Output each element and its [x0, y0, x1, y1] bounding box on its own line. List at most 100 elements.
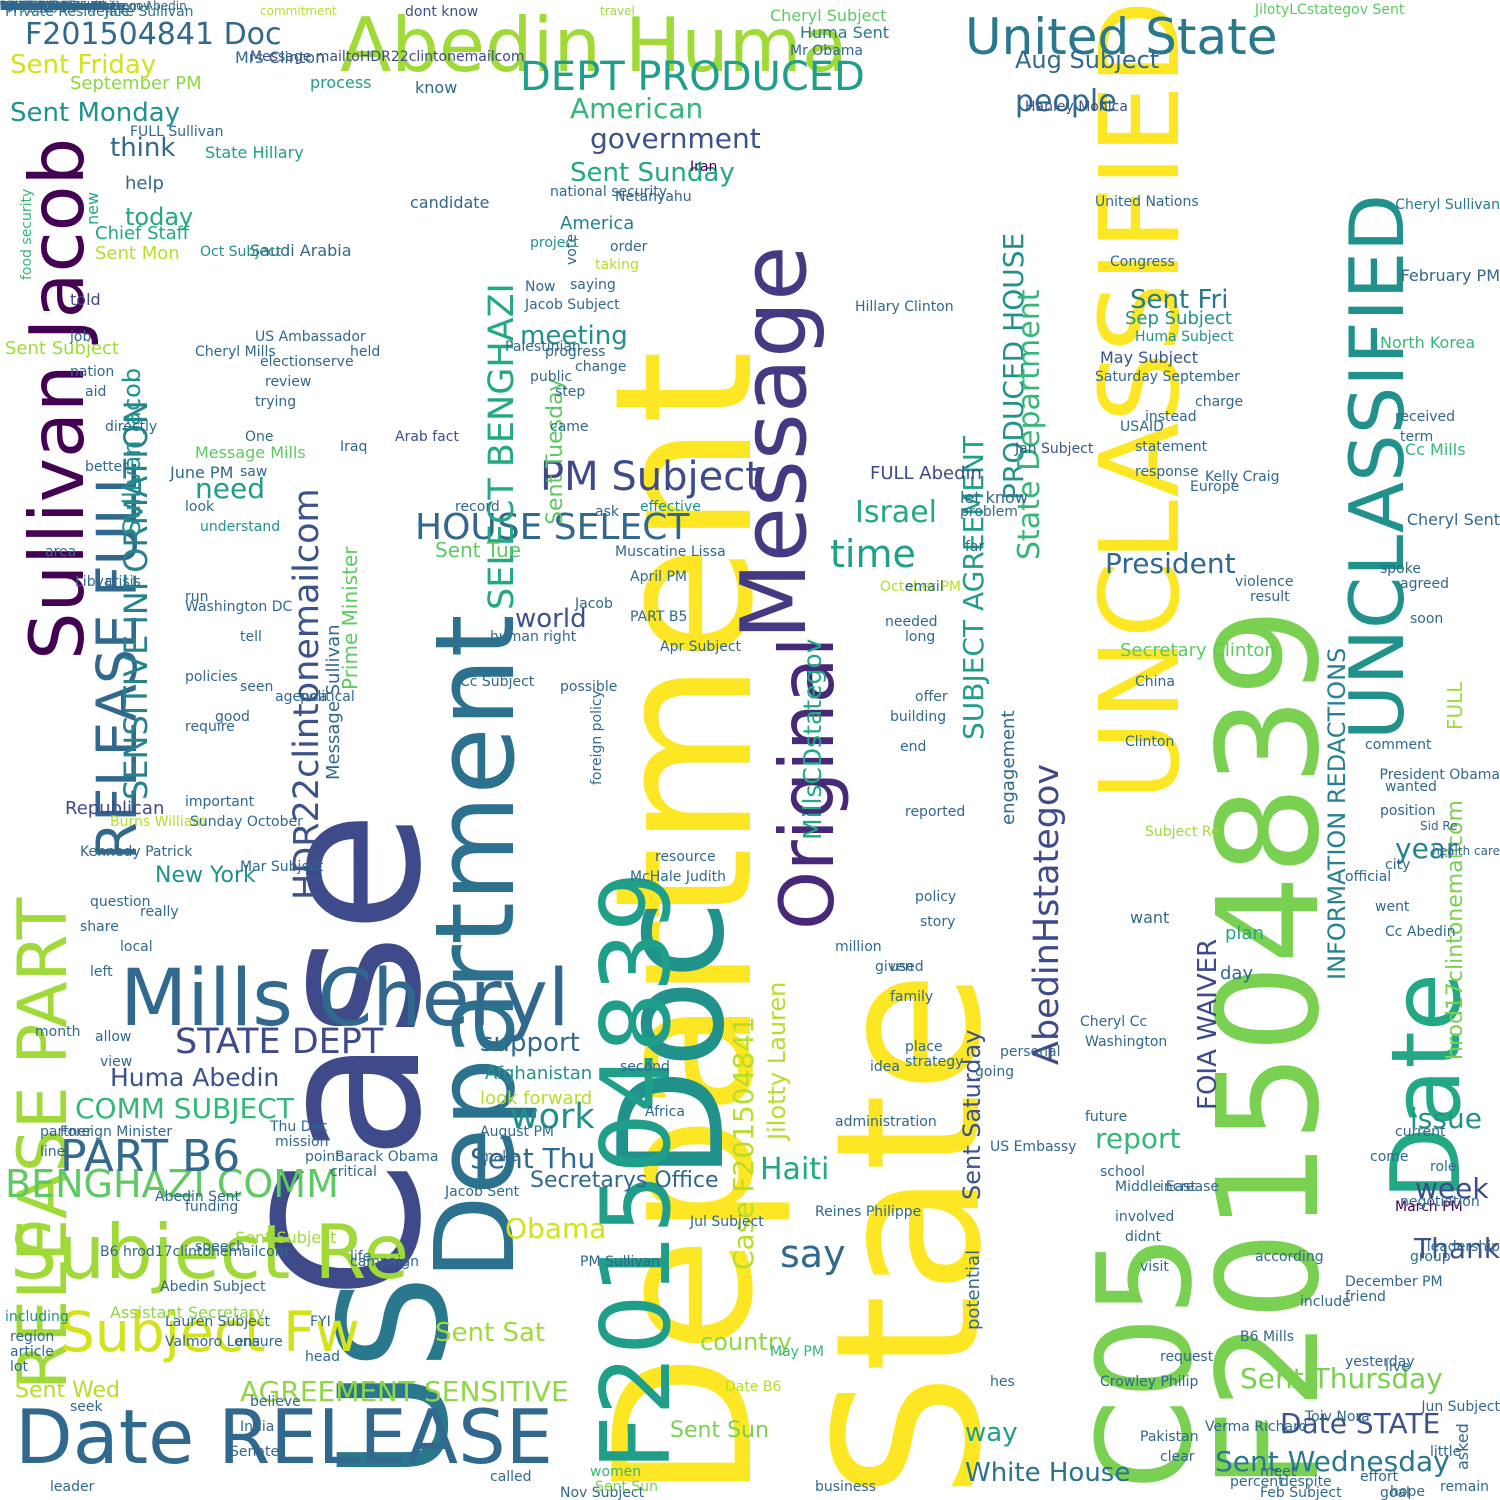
cloud-word-united-state: United State: [965, 8, 1278, 66]
cloud-word-candidate: candidate: [410, 193, 490, 212]
cloud-word-local: local: [120, 939, 153, 955]
cloud-word-focus: focus: [0, 0, 33, 13]
cloud-word-george-bush: George Bush: [0, 0, 78, 13]
cloud-word-china: China: [1135, 674, 1175, 690]
cloud-word-b6-unclassified: B6 UNCLASSIFIED: [0, 0, 108, 13]
cloud-word-thu-dec: Thu Dec: [270, 1119, 328, 1135]
cloud-word-iraq: Iraq: [340, 439, 368, 455]
cloud-word-cheryl-mills: Cheryl Mills: [195, 344, 276, 360]
cloud-word-wednesday-august: Wednesday August: [0, 0, 116, 13]
cloud-word-information-redactions: INFORMATION REDACTIONS: [1323, 647, 1351, 980]
cloud-word-given: given: [875, 959, 914, 975]
cloud-word-school: school: [1100, 1164, 1145, 1180]
cloud-word-group: group: [1410, 1249, 1451, 1265]
cloud-word-slaughter-annemarie: Slaughter AnneMarie: [0, 0, 127, 13]
cloud-word-come: come: [1370, 1149, 1409, 1165]
cloud-word-valmoro-lona: Valmoro Lona: [165, 1334, 261, 1350]
cloud-word-require: require: [185, 719, 235, 735]
cloud-word-serve: serve: [315, 354, 354, 370]
cloud-word-better: better: [85, 459, 128, 475]
cloud-word-instead: instead: [1145, 409, 1197, 425]
cloud-word-work: work: [510, 1097, 595, 1137]
cloud-word-verma-richard: Verma Richard: [1205, 1419, 1308, 1435]
cloud-word-subject-fw: Subject Fw: [60, 1300, 360, 1364]
cloud-word-statement: statement: [1135, 439, 1208, 455]
cloud-word-mar-subject: Mar Subject: [240, 859, 324, 875]
cloud-word-video: video: [0, 0, 33, 13]
cloud-word-crowley-philip: Crowley Philip: [1100, 1374, 1199, 1390]
cloud-word-told: told: [70, 290, 101, 309]
cloud-word-ensure: ensure: [235, 1334, 283, 1350]
cloud-word-sent-sat: Sent Sat: [0, 0, 51, 13]
cloud-word-thank: Thank: [1414, 1232, 1500, 1265]
cloud-word-head: head: [305, 1349, 340, 1365]
cloud-word-visit: visit: [1140, 1259, 1169, 1275]
cloud-word-pm-sullivanjjstategov: PM sullivanjjstategov: [0, 0, 127, 13]
cloud-word-northern-ireland: Northern Ireland: [0, 0, 99, 13]
cloud-word-project: project: [530, 235, 579, 251]
cloud-word-agenda: agenda: [275, 689, 328, 705]
cloud-word-sent-wed: Sent Wed: [15, 1378, 121, 1403]
cloud-word-nov-subject: Nov Subject: [560, 1485, 645, 1500]
cloud-word-jun-subject: Jun Subject: [1421, 1399, 1500, 1415]
cloud-word-one: One: [245, 429, 274, 445]
cloud-word-huma-subject: Huma Subject: [1135, 329, 1234, 345]
cloud-word-city: city: [1385, 857, 1411, 873]
cloud-word-second: second: [620, 1059, 670, 1075]
cloud-word-new: new: [83, 191, 102, 225]
cloud-word-white-house: White House: [965, 1458, 1131, 1488]
cloud-word-message: Message: [722, 245, 827, 640]
cloud-word-may-pm: May PM: [770, 1344, 824, 1360]
cloud-word-aid: aid: [85, 384, 107, 400]
cloud-word-needed: needed: [885, 614, 938, 630]
cloud-word-official: official: [1345, 869, 1392, 885]
cloud-word-government: government: [590, 122, 761, 155]
cloud-word-date-release: Date RELEASE: [15, 1393, 554, 1481]
cloud-word-foreign-minister: Foreign Minister: [60, 1124, 173, 1140]
cloud-word-14b-14d: 14B 14D: [0, 0, 52, 13]
cloud-word-april-pm: April PM: [630, 569, 687, 585]
cloud-word-abedinhstategov: AbedinHstategov: [1027, 763, 1067, 1065]
cloud-word-understand: understand: [200, 519, 281, 535]
cloud-word-process: process: [310, 73, 372, 92]
cloud-word-human-right: human right: [490, 629, 577, 645]
cloud-word-place: place: [905, 1039, 943, 1055]
cloud-word-cc-mills: Cc Mills: [1405, 440, 1466, 459]
cloud-word-europe: Europe: [1190, 479, 1240, 495]
cloud-word-saturday-september: Saturday September: [1095, 369, 1240, 385]
cloud-word-line: line: [40, 1144, 66, 1160]
cloud-word-good: good: [215, 709, 250, 725]
cloud-word-pm-sullivan: PM Sullivan: [580, 1254, 661, 1270]
cloud-word-offer: offer: [915, 689, 948, 705]
cloud-word-clear: clear: [1160, 1449, 1195, 1465]
cloud-word-critical: critical: [330, 1164, 377, 1180]
cloud-word-women: women: [590, 1464, 642, 1480]
cloud-word-remain: remain: [1440, 1479, 1490, 1495]
cloud-word-later: later: [0, 0, 28, 13]
cloud-word-message-mailtohdr22clintonemailcom: Message mailtoHDR22clintonemailcom: [250, 49, 525, 65]
cloud-word-order: order: [610, 239, 648, 255]
cloud-word-military: military: [0, 0, 46, 13]
cloud-word-issue: issue: [1410, 1102, 1482, 1135]
cloud-word-saying: saying: [570, 277, 616, 293]
cloud-word-violence: violence: [1235, 574, 1294, 590]
cloud-word-barack-obama: Barack Obama: [335, 1149, 439, 1165]
cloud-word-world: world: [515, 604, 587, 634]
cloud-word-india: India: [240, 1419, 275, 1435]
cloud-word-mailto-sent: mailto Sent: [0, 0, 69, 13]
cloud-word-change: change: [575, 359, 627, 375]
cloud-word-know: know: [415, 78, 458, 97]
cloud-word-foia-waiver: FOIA WAIVER: [1193, 938, 1223, 1110]
cloud-word-public-affairs: Public Affairs: [0, 0, 78, 13]
cloud-word-soon: soon: [1410, 611, 1444, 627]
cloud-word-sent-monday: Sent Monday: [10, 98, 181, 128]
cloud-word-goal: goal: [1380, 1485, 1410, 1500]
cloud-word-idea: idea: [870, 1059, 900, 1075]
cloud-word-pakistan: Pakistan: [1140, 1429, 1199, 1445]
cloud-word-reported: reported: [905, 804, 966, 820]
cloud-word-contact: contact: [0, 0, 45, 13]
cloud-word-charge: charge: [1195, 394, 1244, 410]
cloud-word-iran: Iran: [690, 159, 718, 175]
cloud-word-haiti: Haiti: [760, 1152, 830, 1187]
cloud-word-mr-obama: Mr Obama: [790, 43, 863, 59]
